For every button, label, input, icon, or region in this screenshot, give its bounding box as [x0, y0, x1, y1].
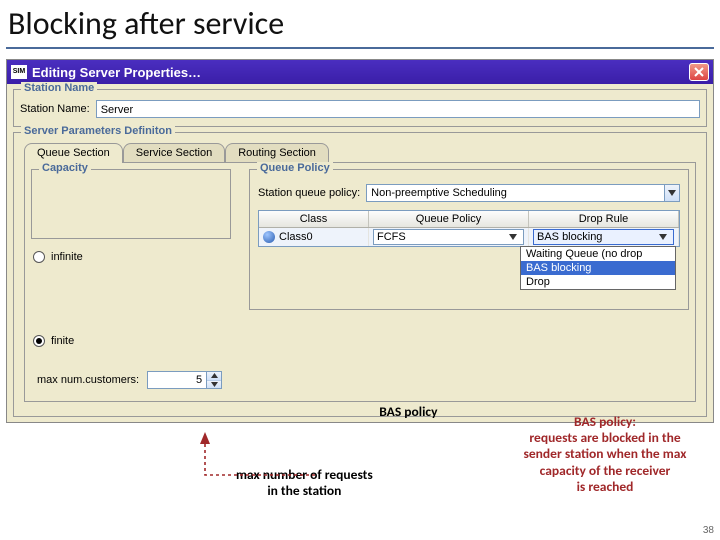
station-name-fieldset: Station Name Station Name: Server — [13, 89, 707, 127]
drop-rule-value: BAS blocking — [534, 231, 659, 243]
drop-rule-dropdown[interactable]: Waiting Queue (no drop BAS blocking Drop — [520, 246, 676, 290]
radio-infinite-label: infinite — [51, 251, 83, 263]
drop-option-bas[interactable]: BAS blocking — [521, 261, 675, 275]
slide-title: Blocking after service — [0, 0, 720, 45]
server-params-fieldset: Server Parameters Definiton Queue Sectio… — [13, 132, 707, 417]
max-customers-row: max num.customers: — [37, 371, 683, 389]
col-class: Class — [259, 211, 369, 227]
cell-queue-policy[interactable]: FCFS — [369, 228, 529, 246]
capacity-legend: Capacity — [39, 162, 91, 174]
station-name-input[interactable]: Server — [96, 100, 700, 118]
queue-policy-select[interactable]: FCFS — [373, 229, 524, 245]
server-params-legend: Server Parameters Definiton — [21, 125, 175, 137]
queue-policy-legend: Queue Policy — [257, 162, 333, 174]
title-rule — [6, 47, 714, 49]
page-number: 38 — [703, 525, 714, 536]
station-policy-select[interactable]: Non-preemptive Scheduling — [366, 184, 680, 202]
col-drop-rule: Drop Rule — [529, 211, 679, 227]
class-icon — [263, 231, 275, 243]
cell-drop-rule[interactable]: BAS blocking Waiting Queue (no drop BAS … — [529, 228, 679, 246]
queue-policy-value: FCFS — [374, 231, 509, 243]
window-title: Editing Server Properties… — [32, 65, 689, 80]
app-icon: SIM — [11, 65, 27, 79]
class-name: Class0 — [279, 231, 313, 243]
anno-max-requests: max number of requests in the station — [236, 467, 373, 499]
queue-policy-fieldset: Queue Policy Station queue policy: Non-p… — [249, 169, 689, 310]
tab-body: Capacity infinite finite Queue Pol — [24, 162, 696, 402]
spinner-down[interactable] — [207, 381, 221, 389]
max-customers-spinner[interactable] — [147, 371, 222, 389]
dialog-window: SIM Editing Server Properties… Station N… — [6, 59, 714, 423]
drop-option-waiting[interactable]: Waiting Queue (no drop — [521, 247, 675, 261]
capacity-fieldset: Capacity — [31, 169, 231, 239]
anno-bas-description: BAS policy: requests are blocked in the … — [505, 414, 705, 495]
titlebar[interactable]: SIM Editing Server Properties… — [7, 60, 713, 84]
max-customers-input[interactable] — [147, 371, 207, 389]
cell-class: Class0 — [259, 228, 369, 246]
tab-queue-section[interactable]: Queue Section — [24, 143, 123, 163]
col-queue-policy: Queue Policy — [369, 211, 529, 227]
station-name-legend: Station Name — [21, 82, 97, 94]
chevron-down-icon — [509, 231, 523, 243]
close-icon — [694, 67, 704, 77]
tab-service-section[interactable]: Service Section — [123, 143, 225, 162]
max-customers-label: max num.customers: — [37, 374, 139, 386]
station-name-label: Station Name: — [20, 103, 90, 115]
tabs: Queue Section Service Section Routing Se… — [24, 143, 696, 162]
close-button[interactable] — [689, 63, 709, 81]
drop-option-drop[interactable]: Drop — [521, 275, 675, 289]
chevron-down-icon — [659, 231, 673, 243]
class-policy-table: Class Queue Policy Drop Rule Class0 — [258, 210, 680, 247]
table-row[interactable]: Class0 FCFS BA — [259, 228, 679, 246]
tab-routing-section[interactable]: Routing Section — [225, 143, 329, 162]
drop-rule-select[interactable]: BAS blocking — [533, 229, 674, 245]
spinner-up[interactable] — [207, 372, 221, 381]
radio-finite[interactable] — [33, 335, 45, 347]
chevron-down-icon — [664, 185, 679, 201]
table-header: Class Queue Policy Drop Rule — [259, 211, 679, 228]
station-policy-value: Non-preemptive Scheduling — [367, 187, 664, 199]
station-policy-label: Station queue policy: — [258, 187, 360, 199]
radio-infinite[interactable] — [33, 251, 45, 263]
radio-finite-label: finite — [51, 335, 74, 347]
